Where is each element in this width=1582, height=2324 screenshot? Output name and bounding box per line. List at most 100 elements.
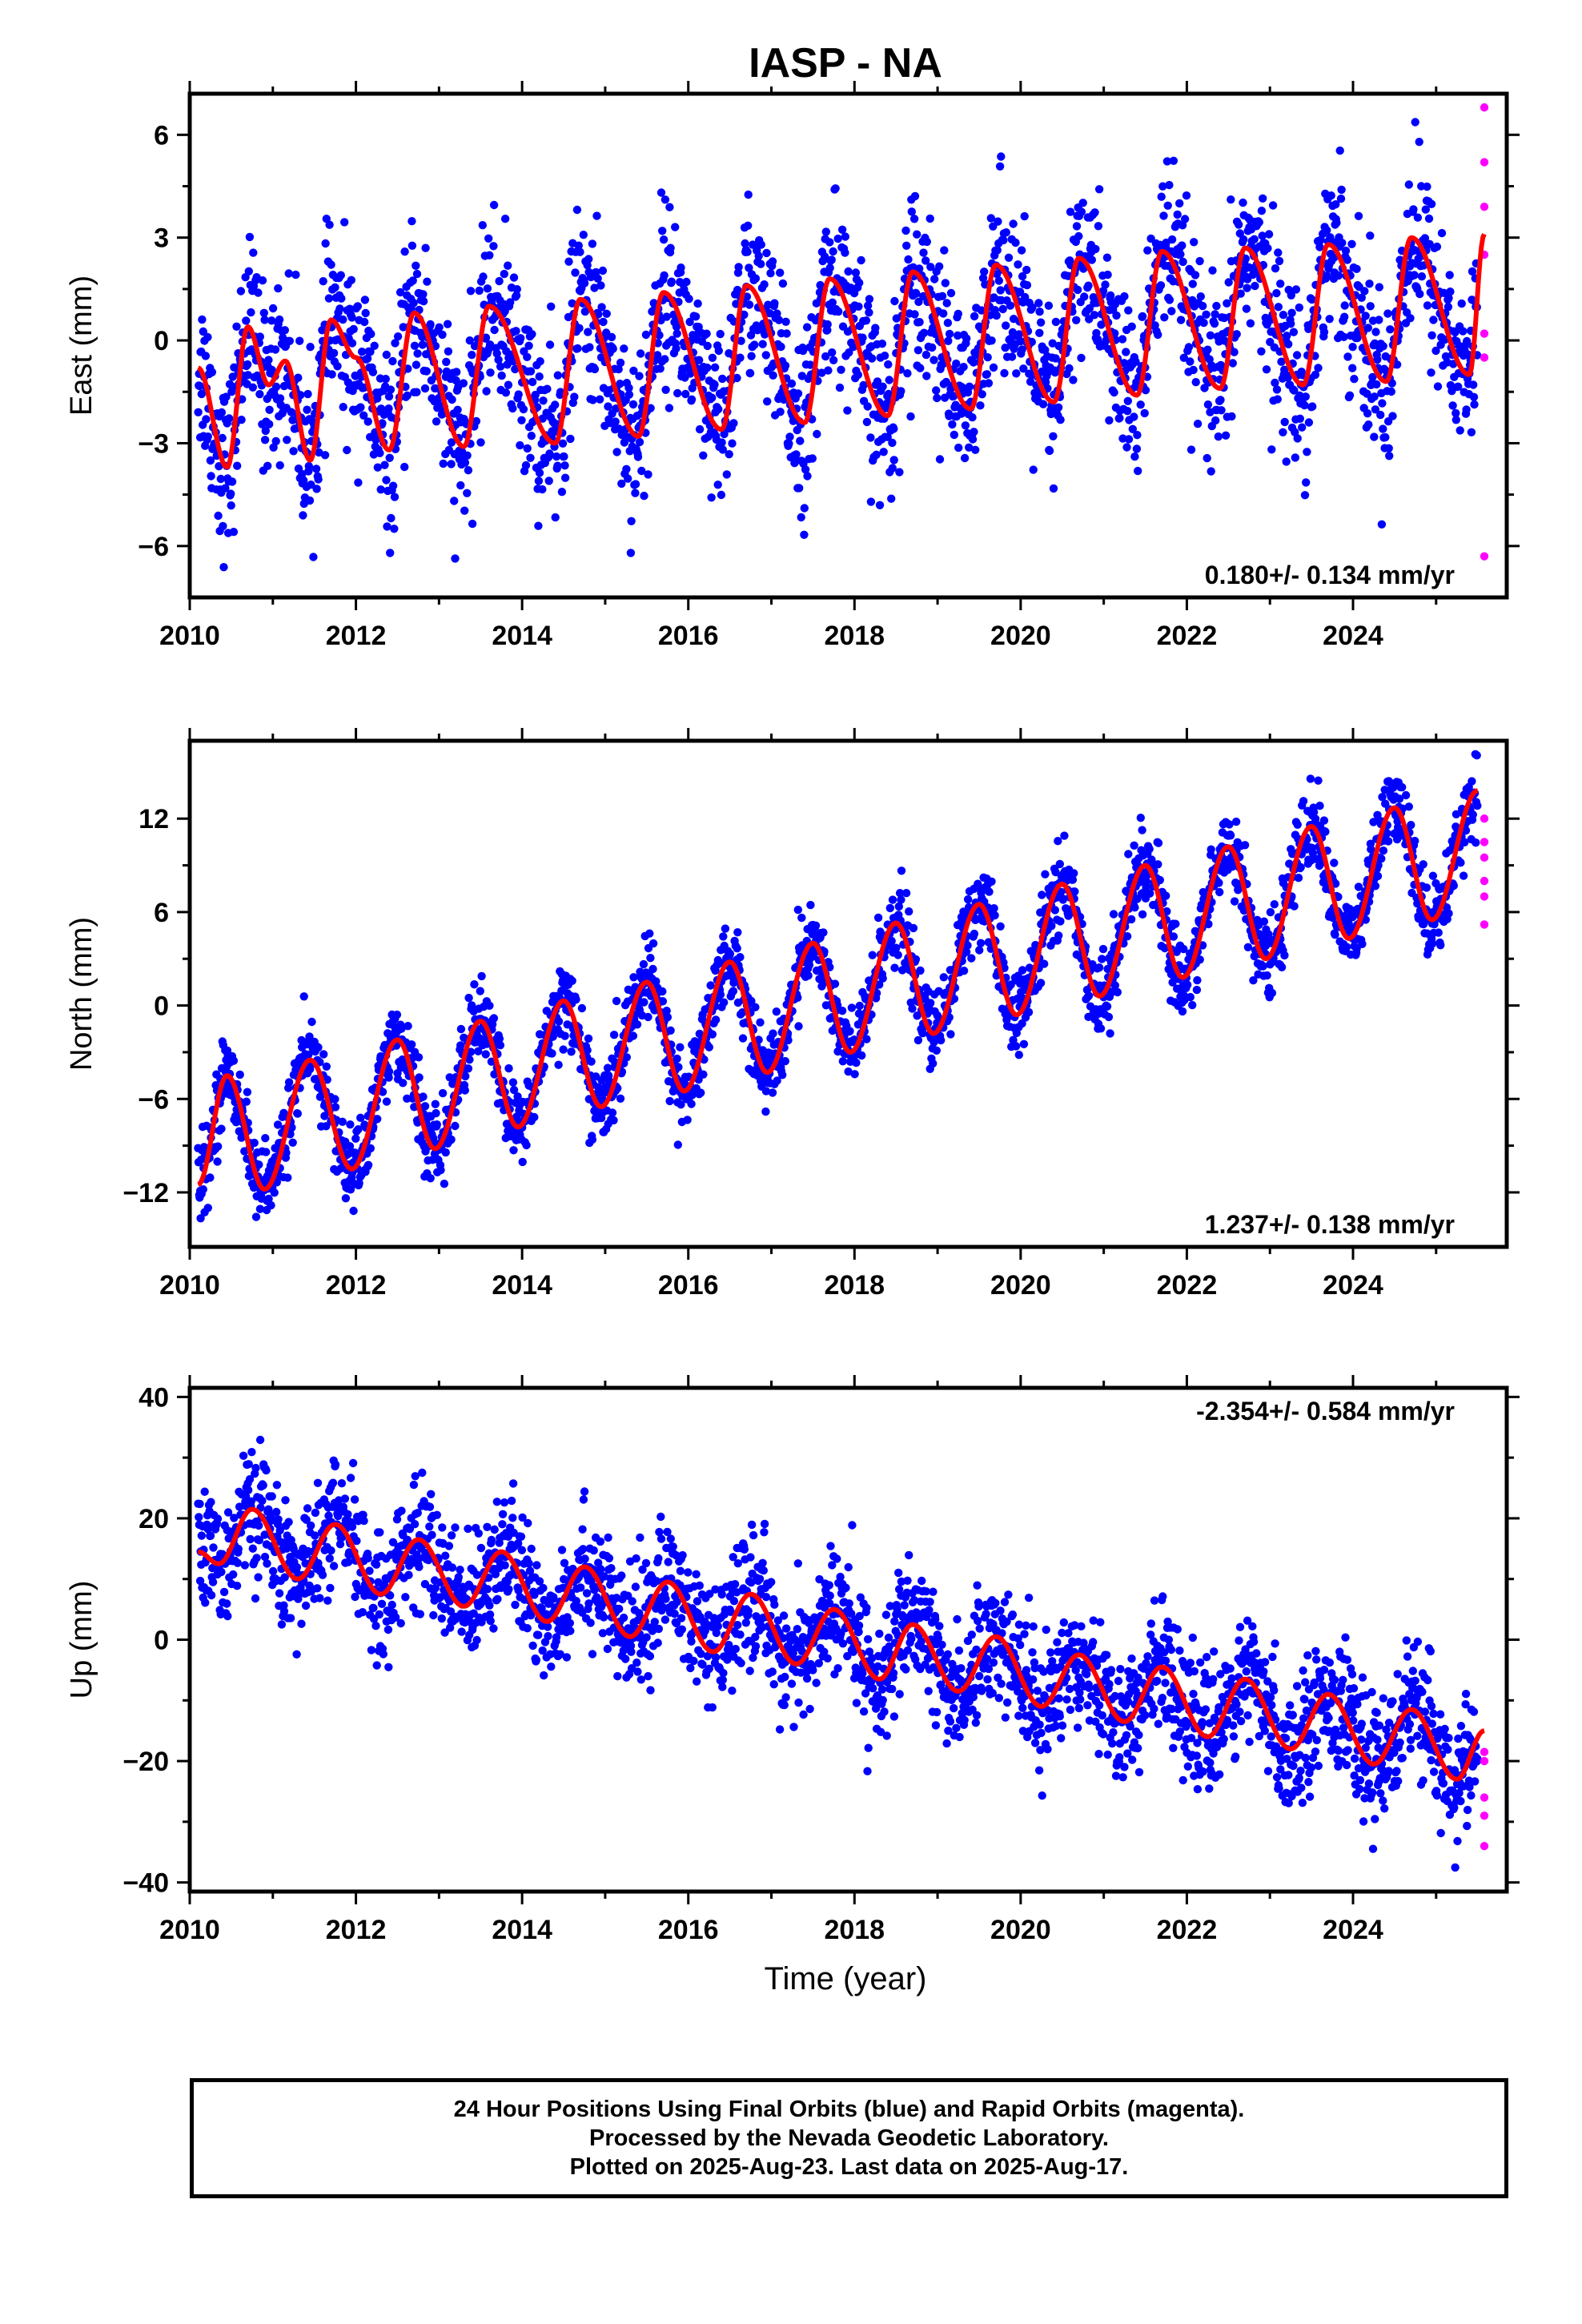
data-point	[527, 432, 536, 440]
data-point	[890, 963, 899, 972]
data-point	[718, 374, 727, 384]
data-point	[1366, 231, 1375, 240]
data-point	[616, 358, 625, 368]
east-panel: 2010 2012 2014 2016 2018 2020 2022 2024−6−3036E…	[65, 81, 1520, 651]
data-point	[1417, 272, 1427, 281]
data-point	[1298, 423, 1307, 432]
data-point	[314, 1043, 323, 1052]
data-point	[1267, 445, 1276, 454]
data-point	[745, 300, 754, 309]
data-point	[1009, 219, 1018, 228]
data-point	[880, 352, 889, 360]
rapid-point	[1480, 329, 1489, 338]
data-point	[512, 285, 521, 294]
y-tick-label: −6	[138, 532, 169, 562]
data-point	[492, 349, 501, 358]
data-point	[1283, 332, 1291, 340]
data-point	[1336, 194, 1346, 203]
data-point	[368, 368, 378, 376]
data-point	[1017, 246, 1026, 255]
data-point	[217, 408, 227, 417]
data-point	[486, 368, 495, 377]
data-point	[768, 257, 777, 266]
data-point	[954, 443, 963, 452]
data-point	[954, 331, 962, 340]
data-point	[781, 361, 790, 370]
data-point	[894, 902, 904, 911]
data-point	[447, 438, 456, 447]
data-point	[551, 400, 560, 409]
data-point	[384, 1067, 394, 1076]
data-point	[242, 1097, 251, 1106]
data-point	[215, 462, 223, 471]
data-point	[526, 453, 535, 462]
data-point	[303, 405, 311, 414]
data-point	[652, 977, 661, 986]
data-point	[568, 976, 576, 986]
data-point	[954, 309, 963, 319]
data-point	[919, 248, 928, 257]
data-point	[738, 1034, 748, 1043]
data-point	[720, 998, 729, 1007]
data-point	[926, 214, 934, 223]
data-point	[990, 904, 998, 913]
data-point	[1178, 1007, 1187, 1016]
data-point	[464, 1064, 473, 1073]
data-point	[806, 900, 815, 910]
data-point	[769, 1029, 777, 1038]
data-point	[500, 215, 510, 223]
data-point	[841, 248, 849, 257]
data-point	[199, 327, 207, 336]
data-point	[1279, 311, 1288, 320]
data-point	[380, 460, 389, 469]
data-point	[859, 380, 868, 390]
data-point	[1257, 207, 1267, 215]
data-point	[873, 913, 883, 923]
data-point	[950, 430, 959, 440]
data-point	[821, 227, 831, 236]
data-point	[288, 1138, 297, 1148]
data-point	[385, 453, 394, 462]
data-point	[796, 436, 805, 445]
data-point	[738, 1008, 747, 1017]
data-point	[1274, 303, 1283, 312]
data-point	[1295, 414, 1305, 423]
data-point	[695, 356, 704, 364]
data-point	[687, 1100, 696, 1108]
data-point	[1142, 877, 1151, 887]
data-point	[1074, 231, 1083, 241]
data-point	[412, 269, 422, 279]
data-point	[267, 316, 276, 325]
data-point	[725, 450, 733, 459]
data-point	[959, 363, 968, 372]
data-point	[1015, 287, 1025, 296]
data-point	[987, 336, 996, 345]
data-point	[393, 332, 403, 341]
data-point	[971, 351, 981, 360]
data-point	[1283, 373, 1292, 382]
data-point	[1214, 432, 1223, 441]
data-point	[396, 287, 405, 297]
data-point	[656, 364, 665, 373]
data-point	[1210, 319, 1219, 328]
data-point	[935, 262, 944, 271]
data-point	[932, 386, 941, 395]
data-point	[1392, 360, 1402, 369]
data-point	[1101, 280, 1110, 289]
data-point	[1028, 303, 1037, 312]
data-point	[1018, 966, 1027, 975]
data-point	[1064, 271, 1073, 280]
data-point	[656, 188, 666, 197]
data-point	[378, 419, 387, 428]
data-point	[485, 1001, 494, 1011]
data-point	[965, 382, 974, 391]
data-point	[584, 328, 592, 336]
data-point	[781, 1056, 789, 1066]
data-point	[901, 226, 910, 235]
data-point	[375, 448, 384, 457]
data-point	[1204, 919, 1213, 929]
data-point	[336, 271, 345, 279]
data-point	[722, 470, 731, 479]
x-tick-label: 2022	[1157, 621, 1218, 651]
data-point	[420, 384, 430, 393]
